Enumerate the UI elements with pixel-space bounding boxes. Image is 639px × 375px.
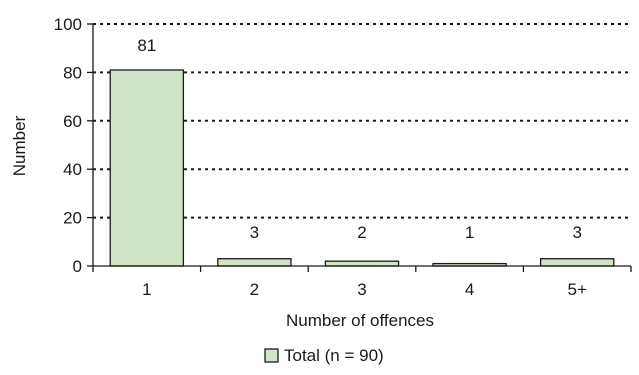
data-label: 3 [572, 223, 581, 242]
y-tick-label: 0 [73, 257, 82, 276]
legend-swatch [264, 348, 279, 363]
y-tick-label: 80 [63, 63, 82, 82]
x-tick-label: 4 [465, 280, 474, 299]
y-tick-label: 20 [63, 209, 82, 228]
x-tick-label: 2 [250, 280, 259, 299]
x-axis-title: Number of offences [286, 311, 434, 330]
gridlines [93, 23, 631, 219]
bar [324, 260, 400, 267]
data-label: 3 [250, 223, 259, 242]
y-tick-label: 40 [63, 160, 82, 179]
legend: Total (n = 90) [264, 346, 384, 365]
y-axis-title: Number [10, 115, 29, 176]
axes [87, 23, 632, 272]
x-tick-label: 3 [357, 280, 366, 299]
y-tick-labels: 0 20 40 60 80 100 [54, 15, 82, 276]
data-label: 2 [357, 223, 366, 242]
y-tick-label: 60 [63, 112, 82, 131]
legend-label: Total (n = 90) [284, 346, 384, 365]
data-label: 1 [465, 223, 474, 242]
x-tick-label: 5+ [568, 280, 587, 299]
data-labels: 81 3 2 1 3 [137, 36, 582, 242]
bar [217, 258, 292, 267]
bar [539, 258, 615, 267]
y-tick-label: 100 [54, 15, 82, 34]
x-tick-label: 1 [142, 280, 151, 299]
bar [109, 69, 185, 267]
x-tick-labels: 1 2 3 4 5+ [142, 280, 587, 299]
data-label: 81 [137, 36, 156, 55]
